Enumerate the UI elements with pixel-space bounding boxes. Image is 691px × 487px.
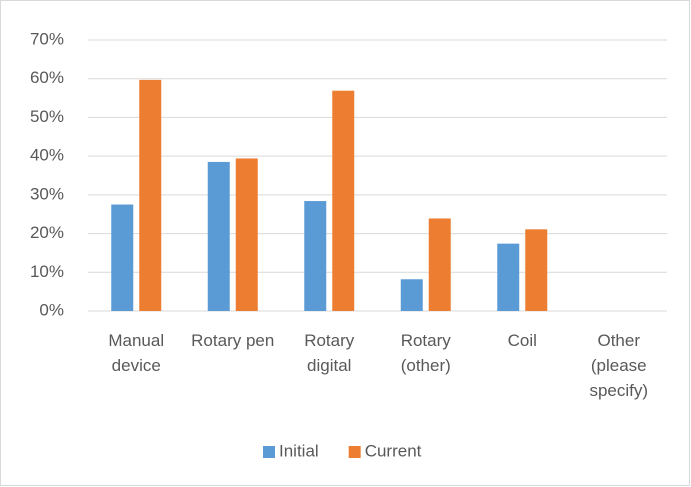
y-tick-label: 10% <box>30 262 64 281</box>
y-tick-label: 70% <box>30 29 64 48</box>
x-tick-label: Coil <box>507 331 537 350</box>
legend-swatch <box>348 446 361 458</box>
bar <box>304 201 327 311</box>
y-tick-label: 50% <box>30 107 64 126</box>
y-tick-label: 20% <box>30 223 64 242</box>
legend-swatch <box>263 446 275 458</box>
legend-label: Current <box>365 441 422 460</box>
x-tick-label: Rotary pen <box>191 331 275 350</box>
bar <box>525 229 548 311</box>
x-tick-label: Rotary (other) <box>400 331 451 375</box>
y-tick-label: 40% <box>30 146 64 165</box>
bar <box>400 279 423 311</box>
legend-label: Initial <box>279 441 319 460</box>
bar <box>111 204 134 311</box>
y-tick-label: 0% <box>39 300 64 319</box>
x-tick-label: Other (please specify) <box>589 331 649 400</box>
x-tick-label: Rotary digital <box>304 331 355 375</box>
bar <box>497 243 520 311</box>
bar <box>207 161 230 311</box>
x-tick-label: Manual device <box>108 331 165 375</box>
bar <box>235 158 258 311</box>
bar <box>428 218 451 311</box>
bar <box>139 79 162 311</box>
y-tick-label: 60% <box>30 68 64 87</box>
y-tick-label: 30% <box>30 184 64 203</box>
bar <box>332 90 355 311</box>
